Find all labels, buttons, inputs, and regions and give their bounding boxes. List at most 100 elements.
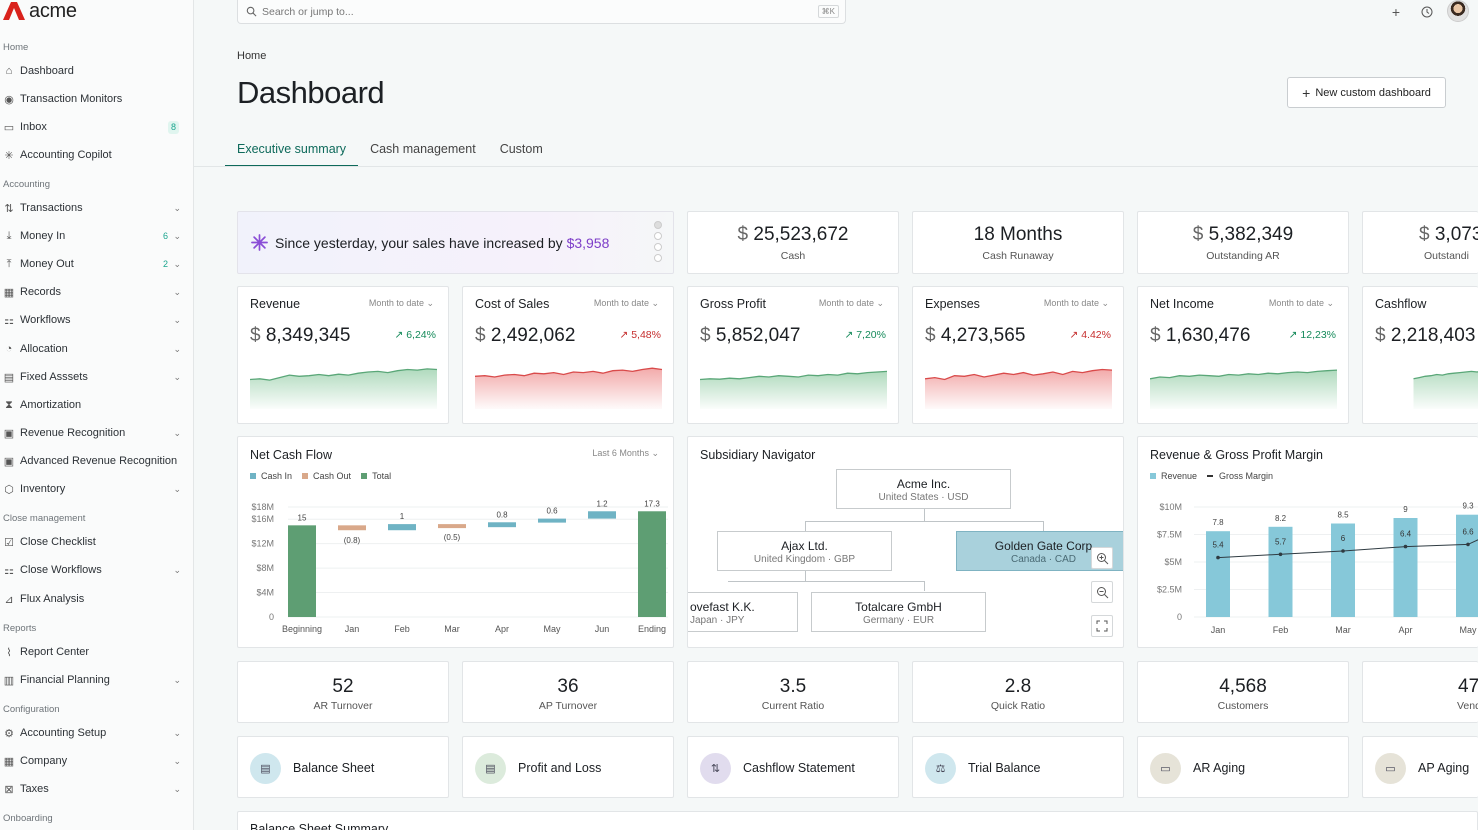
sidebar-item-revenue-recognition[interactable]: ▣ Revenue Recognition ⌄ [0, 421, 193, 445]
gross-margin-point[interactable] [1403, 544, 1408, 549]
sidebar-item-taxes[interactable]: ⊠ Taxes ⌄ [0, 777, 193, 801]
chevron-down-icon[interactable]: ⌄ [173, 258, 181, 269]
metric-period-select[interactable]: Month to date ⌄ [1044, 298, 1109, 309]
sidebar-item-financial-planning[interactable]: ▥ Financial Planning ⌄ [0, 668, 193, 692]
chevron-down-icon[interactable]: ⌄ [173, 427, 181, 438]
subsidiary-node-ajax[interactable]: Ajax Ltd. United Kingdom · GBP [717, 531, 892, 571]
carousel-dot[interactable] [654, 232, 662, 240]
history-icon[interactable] [1419, 4, 1435, 20]
revenue-bar[interactable] [1393, 518, 1418, 617]
report-link-profit-and-loss[interactable]: ▤ Profit and Loss [462, 736, 674, 798]
waterfall-bar[interactable] [488, 522, 516, 528]
report-link-cashflow-statement[interactable]: ⇅ Cashflow Statement [687, 736, 899, 798]
ratio-card: 4,568 Customers [1137, 661, 1349, 723]
currency-symbol: $ [1375, 325, 1386, 346]
zoom-out-button[interactable] [1091, 581, 1113, 603]
sidebar-item-accounting-setup[interactable]: ⚙ Accounting Setup ⌄ [0, 721, 193, 745]
waterfall-bar[interactable] [638, 511, 666, 617]
zoom-in-button[interactable] [1091, 547, 1113, 569]
waterfall-bar[interactable] [538, 518, 566, 523]
sidebar-item-dashboard[interactable]: ⌂ Dashboard [0, 59, 193, 83]
sidebar-item-report-center[interactable]: ⌇ Report Center [0, 640, 193, 664]
chevron-down-icon[interactable]: ⌄ [173, 230, 181, 241]
waterfall-bar[interactable] [438, 524, 466, 529]
sidebar-item-close-workflows[interactable]: ⚏ Close Workflows ⌄ [0, 558, 193, 582]
sidebar-item-inventory[interactable]: ⬡ Inventory ⌄ [0, 477, 193, 501]
waterfall-bar[interactable] [388, 524, 416, 531]
chevron-down-icon[interactable]: ⌄ [173, 483, 181, 494]
gross-margin-point[interactable] [1341, 549, 1345, 553]
gross-margin-point[interactable] [1278, 552, 1283, 557]
sidebar-item-inbox[interactable]: ▭ Inbox 8 [0, 115, 193, 139]
metric-period-label: Month to date [593, 298, 649, 308]
sidebar-item-amortization[interactable]: ⧗ Amortization [0, 393, 193, 417]
waterfall-bar[interactable] [588, 511, 616, 519]
sidebar-item-accounting-copilot[interactable]: ✳ Accounting Copilot [0, 143, 193, 167]
report-link-trial-balance[interactable]: ⚖ Trial Balance [912, 736, 1124, 798]
sidebar-item-workflows[interactable]: ⚏ Workflows ⌄ [0, 308, 193, 332]
breadcrumb[interactable]: Home [237, 50, 267, 62]
sidebar-item-transactions[interactable]: ⇅ Transactions ⌄ [0, 196, 193, 220]
sidebar-item-transaction-monitors[interactable]: ◉ Transaction Monitors [0, 87, 193, 111]
currency-symbol: $ [250, 325, 261, 346]
kpi-card: $ 5,382,349 Outstanding AR [1137, 211, 1349, 274]
sidebar-item-money-in[interactable]: ⤓ Money In 6 ⌄ [0, 224, 193, 248]
chevron-down-icon[interactable]: ⌄ [173, 674, 181, 685]
tab-custom[interactable]: Custom [499, 142, 543, 156]
carousel-dot[interactable] [654, 254, 662, 262]
chevron-down-icon[interactable]: ⌄ [173, 202, 181, 213]
carousel-dots[interactable] [654, 221, 662, 262]
search-input[interactable]: Search or jump to... ⌘K [237, 0, 846, 24]
chevron-down-icon[interactable]: ⌄ [173, 314, 181, 325]
sidebar-item-fixed-asssets[interactable]: ▤ Fixed Asssets ⌄ [0, 365, 193, 389]
carousel-dot[interactable] [654, 221, 662, 229]
sparkline-area [1150, 370, 1337, 409]
plus-icon[interactable]: + [1391, 4, 1401, 20]
fit-view-button[interactable] [1091, 615, 1113, 637]
waterfall-bar[interactable] [338, 525, 366, 531]
waterfall-bar[interactable] [288, 525, 316, 617]
revenue-bar[interactable] [1268, 526, 1293, 617]
report-link-ap-aging[interactable]: ▭ AP Aging [1362, 736, 1478, 798]
chevron-down-icon[interactable]: ⌄ [173, 286, 181, 297]
metric-period-select[interactable]: Month to date ⌄ [594, 298, 659, 309]
sidebar-item-advanced-revenue-recognition[interactable]: ▣ Advanced Revenue Recognition [0, 449, 193, 473]
chevron-down-icon[interactable]: ⌄ [173, 783, 181, 794]
tree-connector [728, 581, 924, 582]
subsidiary-node-totalcare[interactable]: Totalcare GmbH Germany · EUR [811, 592, 986, 632]
metric-period-select[interactable]: Month to date ⌄ [1269, 298, 1334, 309]
gross-margin-point[interactable] [1466, 542, 1470, 547]
net-cash-flow-legend: Cash In Cash Out Total [250, 471, 391, 481]
new-custom-dashboard-button[interactable]: + New custom dashboard [1287, 77, 1446, 108]
gross-margin-line [1217, 539, 1478, 559]
sidebar-item-money-out[interactable]: ⤒ Money Out 2 ⌄ [0, 252, 193, 276]
revenue-bar[interactable] [1456, 514, 1478, 617]
chevron-down-icon[interactable]: ⌄ [173, 371, 181, 382]
revenue-bar[interactable] [1206, 531, 1230, 617]
chevron-down-icon[interactable]: ⌄ [173, 755, 181, 766]
chevron-down-icon[interactable]: ⌄ [173, 343, 181, 354]
sidebar-item-label: Accounting Setup [20, 727, 107, 739]
metric-period-select[interactable]: Month to date ⌄ [819, 298, 884, 309]
subsidiary-node-acme[interactable]: Acme Inc. United States · USD [836, 469, 1011, 509]
carousel-dot[interactable] [654, 243, 662, 251]
sidebar-item-records[interactable]: ▦ Records ⌄ [0, 280, 193, 304]
report-link-ar-aging[interactable]: ▭ AR Aging [1137, 736, 1349, 798]
chevron-down-icon[interactable]: ⌄ [173, 727, 181, 738]
sparkline-area [475, 368, 662, 409]
tab-cash-management[interactable]: Cash management [370, 142, 476, 156]
revenue-bar[interactable] [1331, 523, 1355, 618]
sidebar-item-close-checklist[interactable]: ☑ Close Checklist [0, 530, 193, 554]
sidebar-item-flux-analysis[interactable]: ⊿ Flux Analysis [0, 587, 193, 611]
net-cash-flow-filter[interactable]: Last 6 Months ⌄ [592, 448, 659, 459]
app-logo[interactable]: acme [3, 0, 77, 22]
chevron-down-icon[interactable]: ⌄ [173, 564, 181, 575]
tab-executive-summary[interactable]: Executive summary [225, 135, 359, 167]
metric-period-select[interactable]: Month to date ⌄ [369, 298, 434, 309]
sidebar-item-allocation[interactable]: ◔ Allocation ⌄ [0, 337, 193, 361]
sidebar-item-company[interactable]: ▦ Company ⌄ [0, 749, 193, 773]
gross-margin-point[interactable] [1216, 555, 1220, 560]
subsidiary-node-lovefast[interactable]: ovefast K.K. Japan · JPY [688, 592, 798, 632]
report-link-balance-sheet[interactable]: ▤ Balance Sheet [237, 736, 449, 798]
user-avatar[interactable] [1447, 0, 1469, 22]
